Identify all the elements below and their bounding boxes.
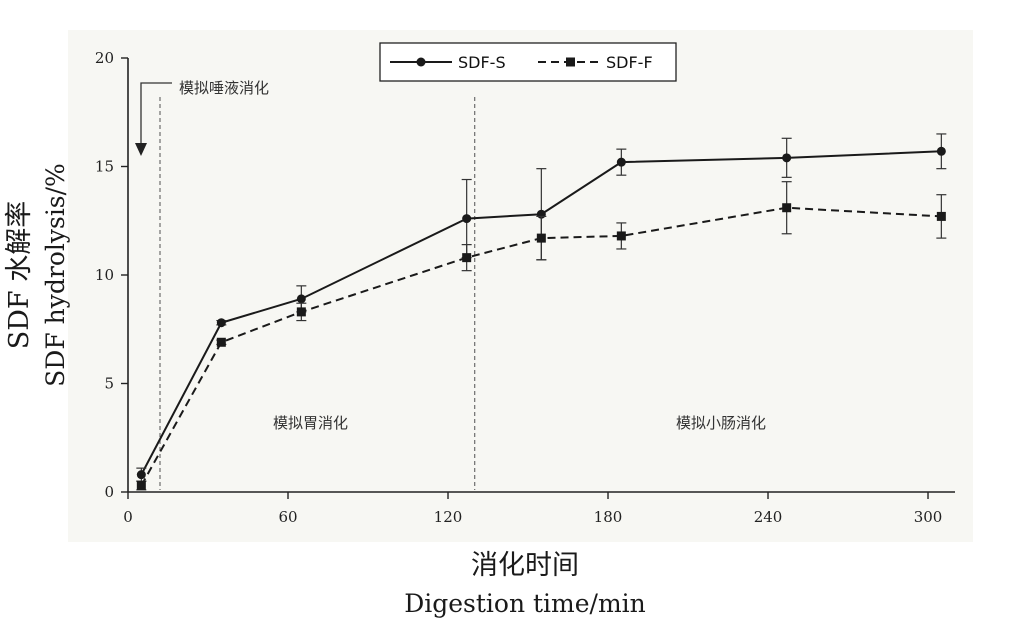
saliva-arrow-line [140,82,172,146]
series-line [140,150,942,476]
x-tick-label: 0 [123,508,133,526]
y-axis-title: SDF hydrolysis/% [41,163,70,387]
data-point [616,157,626,167]
x-ticks: 0 60 120 180 240 300 [123,492,942,526]
y-tick-label: 5 [104,375,114,393]
y-tick-label: 10 [95,266,114,284]
legend-label-sdf-f: SDF-F [606,53,653,72]
data-point [616,231,626,241]
data-point [136,480,146,490]
legend-label-sdf-s: SDF-S [458,53,506,72]
intestinal-phase-label: 模拟小肠消化 [676,414,766,432]
data-point [296,307,306,317]
y-tick-label: 0 [104,483,114,501]
data-point [936,146,946,156]
legend-marker-sdf-f [566,57,575,67]
data-point [462,214,472,224]
data-point [936,211,946,221]
x-tick-label: 300 [914,508,943,526]
data-point [536,233,546,243]
y-tick-label: 15 [95,158,114,176]
data-point [216,318,226,328]
x-tick-label: 180 [594,508,623,526]
x-tick-label: 240 [754,508,783,526]
data-point [782,203,792,213]
x-tick-label: 60 [278,508,297,526]
saliva-phase-annotation: 模拟唾液消化 [135,79,269,156]
y-tick-label: 20 [95,49,114,67]
x-tick-label: 120 [434,508,463,526]
data-point [136,470,146,480]
x-axis-title: Digestion time/min [404,589,646,618]
legend-marker-sdf-s [416,57,426,67]
legend: SDF-S SDF-F [379,42,677,82]
y-ticks: 0 5 10 15 20 [95,49,128,501]
data-point [462,253,472,263]
y-axis-title-cn: SDF 水解率 [4,201,35,349]
series-sdf-s [136,133,947,482]
saliva-phase-label: 模拟唾液消化 [179,79,269,97]
saliva-arrow-head [135,143,147,156]
gastric-phase-label: 模拟胃消化 [273,414,348,432]
series-sdf-f [136,181,947,491]
x-axis-title-cn: 消化时间 [471,550,579,581]
data-point [216,337,226,347]
data-point [782,153,792,163]
data-point [296,294,306,304]
series-layer [136,133,947,491]
phase-lines [159,97,476,490]
plot-background [68,30,973,542]
series-line [140,206,942,486]
